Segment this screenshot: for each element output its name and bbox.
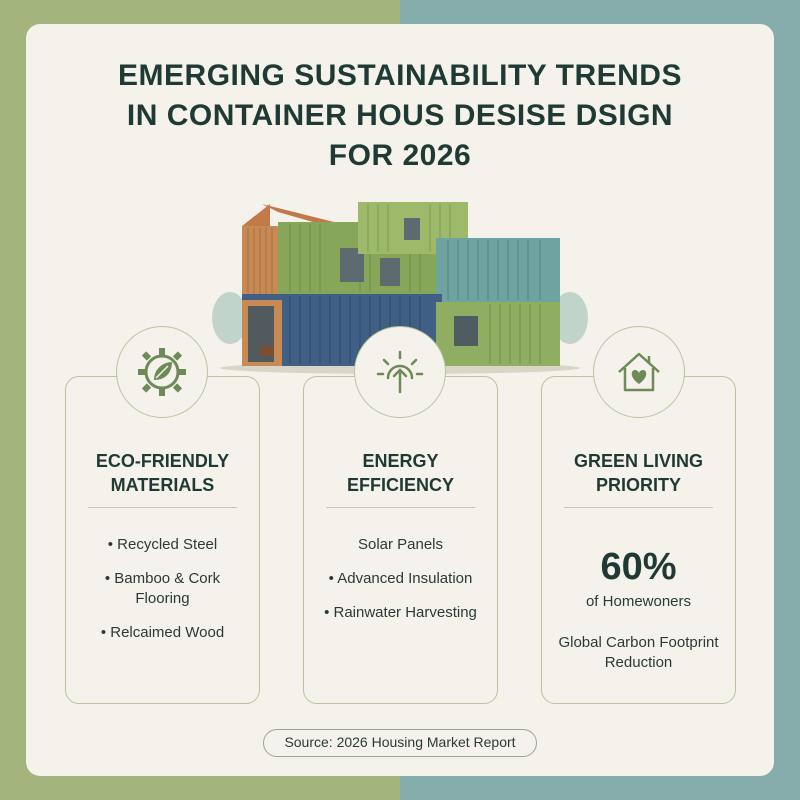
list-item: Advanced Insulation bbox=[304, 569, 497, 589]
eco-materials-list: Recycled Steel Bamboo & Cork Flooring Re… bbox=[66, 535, 259, 657]
eco-materials-heading: ECO-FRIENDLY MATERIALS bbox=[95, 451, 230, 495]
container-house-illustration bbox=[212, 202, 588, 374]
list-item: Recycled Steel bbox=[66, 535, 259, 555]
energy-efficiency-card: ENERGY EFFICIENCY Solar Panels Advanced … bbox=[303, 376, 498, 704]
divider bbox=[326, 507, 475, 508]
energy-efficiency-list: Solar Panels Advanced Insulation Rainwat… bbox=[304, 535, 497, 637]
eco-materials-card: ECO-FRIENDLY MATERIALS Recycled Steel Ba… bbox=[65, 376, 260, 704]
stat-note: Global Carbon Footprint Reduction bbox=[558, 634, 719, 671]
list-item: Relcaimed Wood bbox=[66, 623, 259, 643]
list-item: Bamboo & Cork Flooring bbox=[66, 569, 259, 609]
source-pill: Source: 2026 Housing Market Report bbox=[263, 729, 537, 757]
house-heart-icon bbox=[618, 352, 660, 392]
sun-arrow-icon bbox=[376, 350, 424, 394]
sun-badge bbox=[354, 326, 446, 418]
list-item: Rainwater Harvesting bbox=[304, 603, 497, 623]
page-title: EMERGING SUSTAINABILITY TRENDS IN CONTAI… bbox=[118, 59, 682, 172]
list-item: Solar Panels bbox=[357, 536, 444, 553]
divider bbox=[88, 507, 237, 508]
leaf-gear-icon bbox=[138, 348, 186, 396]
energy-efficiency-heading: ENERGY EFFICIENCY bbox=[346, 451, 454, 495]
leaf-gear-badge bbox=[116, 326, 208, 418]
house-badge bbox=[593, 326, 685, 418]
stat-label: of Homewoners bbox=[585, 593, 692, 610]
green-living-heading: GREEN LIVING PRIORITY bbox=[573, 451, 703, 495]
divider bbox=[564, 507, 713, 508]
stat-value: 60% bbox=[600, 546, 677, 588]
green-living-card: GREEN LIVING PRIORITY 60% of Homewoners … bbox=[541, 376, 736, 704]
